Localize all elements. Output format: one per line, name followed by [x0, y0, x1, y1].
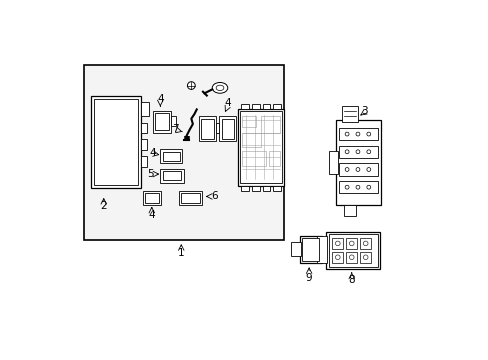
- Ellipse shape: [363, 255, 367, 260]
- Bar: [84, 65, 284, 240]
- Bar: [262, 186, 270, 191]
- Text: 4: 4: [149, 148, 156, 158]
- Bar: [171, 116, 176, 126]
- Bar: [339, 128, 377, 140]
- Bar: [346, 238, 356, 249]
- Bar: [201, 119, 213, 139]
- Ellipse shape: [366, 132, 370, 136]
- Bar: [155, 113, 168, 130]
- Text: 2: 2: [100, 202, 107, 211]
- Bar: [144, 193, 159, 203]
- Text: 1: 1: [178, 248, 184, 258]
- Bar: [332, 238, 343, 249]
- Ellipse shape: [355, 185, 359, 189]
- Bar: [163, 171, 181, 180]
- Bar: [141, 122, 147, 133]
- Ellipse shape: [335, 241, 340, 246]
- Bar: [268, 151, 280, 166]
- Bar: [339, 181, 377, 193]
- Bar: [241, 186, 248, 191]
- Text: 3: 3: [361, 106, 367, 116]
- Bar: [332, 252, 343, 263]
- Bar: [302, 238, 319, 261]
- Bar: [141, 139, 147, 150]
- Ellipse shape: [363, 241, 367, 246]
- Ellipse shape: [355, 150, 359, 154]
- Bar: [360, 238, 370, 249]
- Bar: [142, 191, 161, 205]
- Bar: [299, 236, 321, 264]
- Bar: [290, 242, 300, 256]
- Bar: [273, 186, 281, 191]
- Ellipse shape: [355, 167, 359, 171]
- Text: 7: 7: [172, 125, 179, 134]
- Ellipse shape: [355, 132, 359, 136]
- Bar: [141, 156, 147, 167]
- Ellipse shape: [345, 185, 348, 189]
- Bar: [221, 119, 233, 139]
- Text: 6: 6: [211, 192, 218, 202]
- Bar: [242, 116, 256, 127]
- Text: 4: 4: [148, 210, 155, 220]
- Ellipse shape: [366, 150, 370, 154]
- Bar: [199, 116, 216, 141]
- Bar: [261, 116, 279, 133]
- Bar: [219, 116, 236, 141]
- Bar: [346, 252, 356, 263]
- Ellipse shape: [366, 185, 370, 189]
- Bar: [181, 193, 200, 203]
- Text: 4: 4: [224, 98, 231, 108]
- Ellipse shape: [345, 150, 348, 154]
- Ellipse shape: [335, 255, 340, 260]
- Bar: [325, 232, 380, 269]
- Text: 8: 8: [348, 275, 354, 285]
- Bar: [237, 109, 284, 186]
- Bar: [328, 234, 377, 266]
- Ellipse shape: [345, 132, 348, 136]
- Ellipse shape: [187, 82, 195, 89]
- Bar: [141, 102, 148, 116]
- Bar: [242, 133, 261, 147]
- Bar: [242, 151, 265, 166]
- Ellipse shape: [216, 85, 224, 91]
- Bar: [328, 151, 337, 174]
- Bar: [273, 104, 281, 109]
- Bar: [94, 99, 138, 185]
- Text: 9: 9: [305, 273, 312, 283]
- Bar: [342, 106, 357, 122]
- Bar: [251, 104, 259, 109]
- Bar: [160, 169, 183, 183]
- Bar: [216, 122, 219, 133]
- Bar: [241, 104, 248, 109]
- Text: 4: 4: [157, 94, 163, 104]
- Bar: [160, 149, 182, 163]
- Bar: [336, 120, 381, 205]
- Bar: [316, 236, 326, 263]
- Bar: [360, 252, 370, 263]
- Bar: [90, 95, 141, 188]
- Bar: [240, 111, 282, 183]
- Bar: [163, 152, 179, 161]
- Ellipse shape: [212, 82, 227, 93]
- Bar: [343, 205, 355, 216]
- Ellipse shape: [349, 241, 353, 246]
- Bar: [152, 111, 171, 132]
- Bar: [251, 186, 259, 191]
- Text: 5: 5: [146, 169, 153, 179]
- Ellipse shape: [349, 255, 353, 260]
- Bar: [179, 191, 202, 205]
- Bar: [339, 163, 377, 176]
- Bar: [339, 145, 377, 158]
- Ellipse shape: [345, 167, 348, 171]
- Bar: [262, 104, 270, 109]
- Ellipse shape: [366, 167, 370, 171]
